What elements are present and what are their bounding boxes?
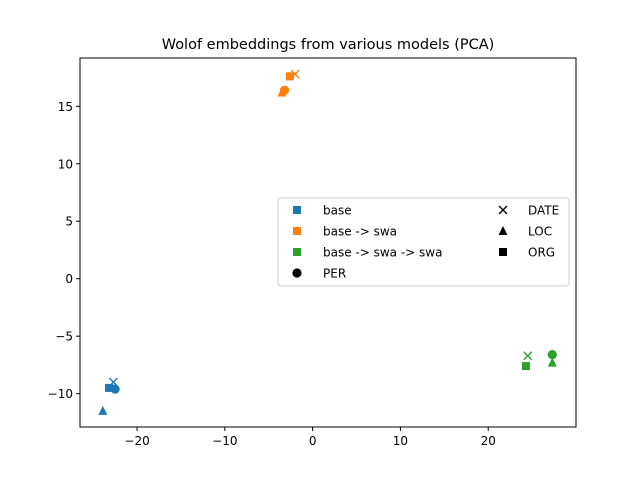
data-point [98, 405, 108, 415]
axes-frame [79, 57, 577, 428]
x-tick-label: −10 [212, 434, 237, 448]
legend-marker [293, 248, 301, 256]
plot-area [98, 69, 557, 415]
legend-label: DATE [528, 204, 559, 218]
legend-marker [293, 206, 301, 214]
legend-label: LOC [528, 225, 552, 239]
data-point [521, 362, 530, 371]
data-point [277, 87, 287, 97]
x-tick-label: −20 [124, 434, 149, 448]
legend-label: base -> swa [323, 225, 397, 239]
data-point [523, 351, 533, 361]
data-point [285, 72, 294, 81]
legend-marker [292, 268, 302, 278]
legend-marker [293, 227, 301, 235]
legend: base base -> swa base -> swa -> swa PER DATE… [277, 197, 570, 287]
y-tick-label: 5 [65, 215, 73, 229]
x-tick-label: 0 [309, 434, 317, 448]
legend-marker [498, 226, 508, 235]
legend-label: ORG [528, 246, 555, 260]
y-tick-label: −5 [55, 330, 73, 344]
y-tick-label: −10 [48, 387, 73, 401]
data-point [547, 357, 557, 367]
legend-label: base [323, 204, 352, 218]
y-tick-label: 10 [58, 157, 73, 171]
data-point [104, 383, 113, 392]
data-point [547, 349, 557, 360]
axis-ticks: −20 −10 0 10 20 −10 −5 0 5 10 15 [48, 100, 496, 448]
legend-marker [498, 205, 508, 215]
chart-title: Wolof embeddings from various models (PC… [162, 37, 495, 53]
legend-label: base -> swa -> swa [323, 246, 442, 260]
x-tick-label: 10 [393, 434, 408, 448]
legend-marker [499, 248, 507, 256]
legend-box [277, 197, 570, 287]
x-tick-label: 20 [481, 434, 496, 448]
y-tick-label: 15 [58, 100, 73, 114]
legend-label: PER [323, 267, 346, 281]
y-tick-label: 0 [65, 272, 73, 286]
